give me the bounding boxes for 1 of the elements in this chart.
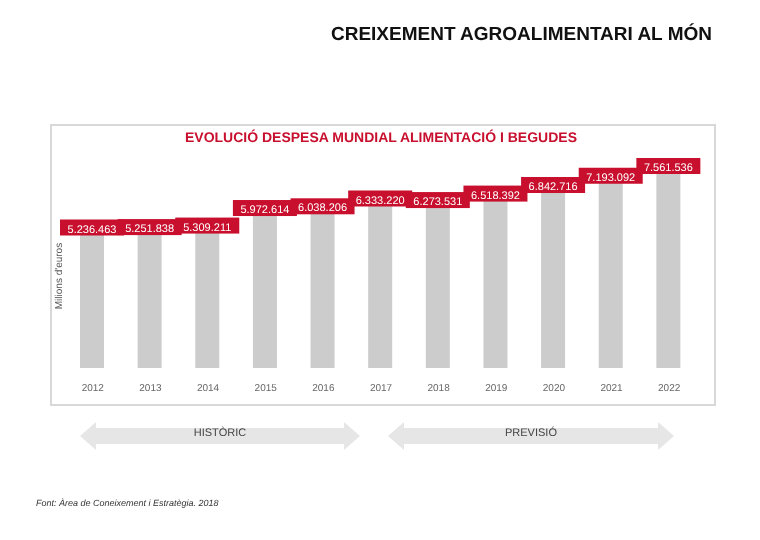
chart-title: CREIXEMENT AGROALIMENTARI AL MÓN [330, 24, 712, 46]
